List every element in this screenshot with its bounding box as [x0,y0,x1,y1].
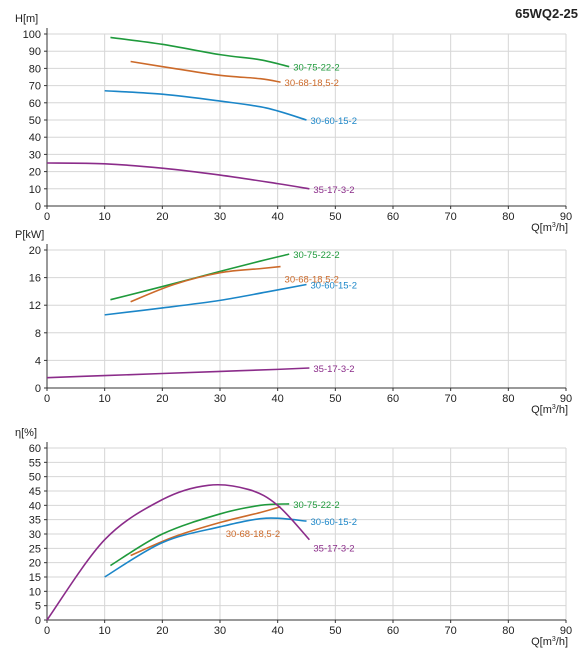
series-label: 30-60-15-2 [311,517,357,528]
x-tick-label: 20 [156,393,168,405]
x-tick-label: 0 [44,625,50,637]
y-tick-label: 20 [29,558,41,570]
y-tick-label: 90 [29,46,41,58]
y-tick-label: 50 [29,472,41,484]
y-tick-label: 30 [29,529,41,541]
x-tick-label: 30 [214,625,226,637]
x-tick-label: 20 [156,625,168,637]
series-label: 30-75-22-2 [293,250,339,261]
x-tick-label: 80 [502,211,514,223]
y-axis-label: P[kW] [15,229,44,241]
series-line-30-60-15-2 [104,283,307,316]
y-tick-label: 40 [29,500,41,512]
panel-power: 0 4 8 12 16 20 0 10 20 30 40 50 60 70 80 90 P[kW] Q[m3/h]… [15,229,572,416]
y-tick-label: 25 [29,543,41,555]
x-tick-label: 10 [99,211,111,223]
x-axis-label: Q[m3/h] [531,636,568,648]
y-tick-label: 10 [29,586,41,598]
y-tick-label: 0 [35,383,41,395]
y-tick-label: 20 [29,245,41,257]
x-tick-label: 50 [329,393,341,405]
series-line-30-60-15-2 [104,89,307,121]
chart-title: 65WQ2-25 [515,6,578,21]
series-line-30-68-18,5-2 [130,60,281,83]
y-tick-label: 60 [29,98,41,110]
series-label: 30-60-15-2 [311,116,357,127]
y-tick-label: 12 [29,300,41,312]
x-tick-label: 20 [156,211,168,223]
series-label: 35-17-3-2 [313,544,354,555]
y-tick-label: 80 [29,63,41,75]
y-tick-label: 15 [29,572,41,584]
x-tick-label: 10 [99,625,111,637]
x-tick-label: 30 [214,393,226,405]
x-tick-label: 0 [44,393,50,405]
x-tick-label: 40 [272,211,284,223]
y-tick-label: 8 [35,328,41,340]
x-tick-label: 40 [272,625,284,637]
x-tick-label: 90 [560,393,572,405]
series-label: 30-68-18,5-2 [285,275,339,286]
x-tick-label: 10 [99,393,111,405]
gridlines [47,249,567,388]
series-line-30-60-15-2 [104,517,307,578]
series-label: 30-75-22-2 [293,500,339,511]
y-tick-label: 35 [29,515,41,527]
y-tick-label: 5 [35,601,41,613]
gridlines [47,447,567,620]
series-label: 30-75-22-2 [293,63,339,74]
x-axis-label: Q[m3/h] [531,404,568,416]
x-tick-label: 90 [560,625,572,637]
y-tick-label: 50 [29,115,41,127]
x-tick-label: 70 [445,211,457,223]
y-tick-label: 16 [29,273,41,285]
series-line-35-17-3-2 [46,162,310,190]
series-line-30-75-22-2 [110,36,290,68]
y-tick-label: 20 [29,167,41,179]
series-label: 30-68-18,5-2 [226,529,280,540]
x-tick-label: 60 [387,393,399,405]
panel-head: 0 10 20 30 40 50 60 70 80 90 100 0 10 20 30 40 50 60 70 80 9… [15,13,572,234]
y-axis-label: H[m] [15,13,38,25]
series-line-35-17-3-2 [46,483,310,621]
x-tick-label: 30 [214,211,226,223]
y-tick-label: 70 [29,81,41,93]
series-line-35-17-3-2 [46,367,310,379]
x-tick-label: 50 [329,211,341,223]
y-tick-label: 0 [35,615,41,627]
series-label: 30-60-15-2 [311,281,357,292]
x-tick-label: 60 [387,625,399,637]
y-tick-label: 40 [29,132,41,144]
series-line-30-68-18,5-2 [130,506,281,557]
series-label: 35-17-3-2 [313,364,354,375]
series-line-30-75-22-2 [110,253,290,301]
y-tick-label: 100 [23,29,41,41]
x-tick-label: 50 [329,625,341,637]
series-line-30-75-22-2 [110,503,290,567]
x-tick-label: 80 [502,625,514,637]
y-tick-label: 10 [29,184,41,196]
y-tick-label: 0 [35,201,41,213]
x-tick-label: 90 [560,211,572,223]
x-tick-label: 60 [387,211,399,223]
y-tick-label: 55 [29,457,41,469]
x-tick-label: 70 [445,393,457,405]
series-label: 35-17-3-2 [313,185,354,196]
x-tick-label: 0 [44,211,50,223]
y-tick-label: 4 [35,355,41,367]
y-tick-label: 60 [29,443,41,455]
x-tick-label: 70 [445,625,457,637]
x-tick-label: 40 [272,393,284,405]
y-axis-label: η[%] [15,427,37,439]
series-line-30-68-18,5-2 [130,265,281,303]
y-tick-label: 30 [29,149,41,161]
series-label: 30-68-18,5-2 [285,78,339,89]
x-axis-label: Q[m3/h] [531,222,568,234]
y-tick-label: 45 [29,486,41,498]
x-tick-label: 80 [502,393,514,405]
